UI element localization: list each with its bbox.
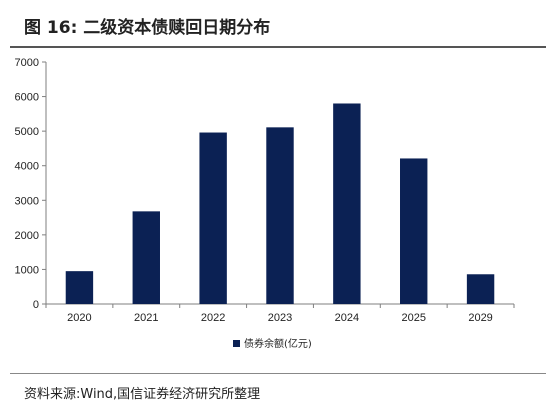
y-tick-label: 1000 [15, 264, 39, 276]
x-tick-label: 2024 [335, 312, 359, 324]
x-tick-label: 2022 [201, 312, 225, 324]
y-tick-label: 6000 [15, 92, 39, 104]
x-tick-label: 2020 [67, 312, 91, 324]
x-tick-label: 2029 [468, 312, 492, 324]
x-tick-label: 2021 [134, 312, 158, 324]
y-tick-label: 5000 [15, 126, 39, 138]
bar-2025 [400, 158, 428, 304]
bar-2021 [132, 211, 160, 304]
bar-2029 [466, 274, 495, 304]
figure-title: 图 16: 二级资本债赎回日期分布 [24, 18, 271, 38]
y-tick-label: 7000 [15, 57, 39, 69]
bar-series [65, 103, 495, 304]
bar-2024 [333, 103, 361, 304]
y-tick-label: 3000 [15, 195, 39, 207]
y-axis: 0 1000 2000 3000 4000 5000 6000 7000 [15, 57, 47, 311]
title-divider [10, 46, 546, 48]
source-note: 资料来源:Wind,国信证券经济研究所整理 [24, 387, 261, 402]
legend: 债券余额(亿元) [233, 337, 312, 350]
bar-2020 [65, 271, 94, 304]
y-tick-label: 2000 [15, 230, 39, 242]
y-tick-label: 0 [33, 299, 39, 311]
source-divider [10, 373, 546, 374]
legend-swatch [233, 340, 240, 347]
legend-label: 债券余额(亿元) [244, 337, 312, 350]
bar-2022 [199, 132, 227, 304]
y-tick-label: 4000 [15, 161, 39, 173]
bar-2023 [266, 127, 294, 304]
x-tick-label: 2023 [268, 312, 292, 324]
x-tick-label: 2025 [401, 312, 425, 324]
x-axis: 2020 2021 2022 2023 2024 2025 2029 [45, 303, 515, 324]
